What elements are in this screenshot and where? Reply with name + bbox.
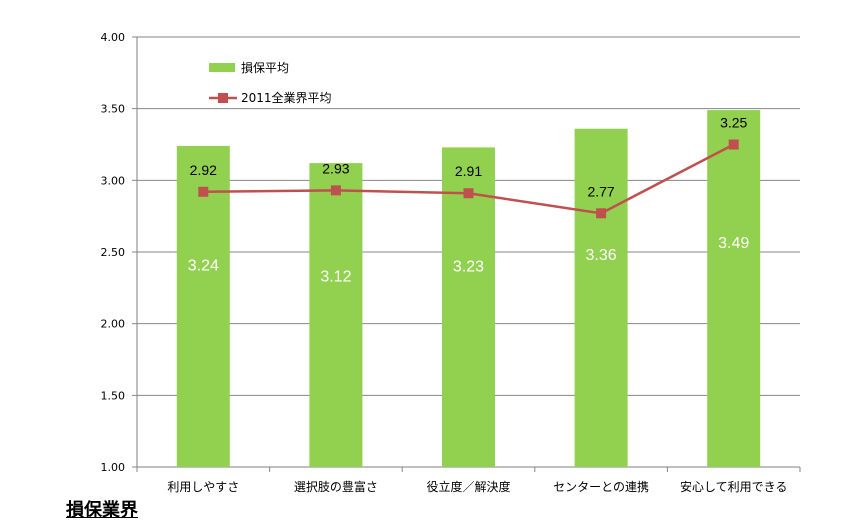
y-tick-label: 3.00 [101,174,126,187]
bar [176,145,230,467]
line-value-label: 2.93 [322,160,349,176]
x-category-label: センターとの連携 [553,479,649,494]
bar-value-label: 3.36 [586,247,617,264]
legend-label-bar: 損保平均 [241,60,289,75]
y-tick-label: 2.00 [101,318,126,331]
y-tick-label: 1.00 [101,461,126,474]
y-tick-label: 2.50 [101,246,126,259]
legend-swatch-marker [218,93,228,103]
line-marker [728,139,739,150]
line-marker [463,188,474,199]
legend: 損保平均 2011全業界平均 [209,60,332,105]
y-tick-label: 3.50 [101,103,126,116]
bar [309,163,363,467]
bar [707,110,761,467]
bar-value-label: 3.49 [718,235,749,252]
line-marker [330,185,341,196]
x-category-label: 選択肢の豊富さ [294,479,378,494]
legend-label-line: 2011全業界平均 [241,90,332,105]
bar-value-label: 3.23 [453,259,484,276]
x-category-label: 利用しやすさ [167,480,239,494]
y-tick-label: 4.00 [101,31,126,44]
line-value-label: 2.92 [190,162,217,178]
bar-value-label: 3.12 [320,269,351,286]
line-series: 2.92 2.93 2.91 2.77 3.25 [190,115,748,219]
legend-swatch-bar [209,63,235,72]
line-marker [198,186,209,197]
line-value-label: 2.77 [587,183,614,199]
bar-value-label: 3.24 [188,258,219,275]
x-axis-ticks: 利用しやすさ 選択肢の豊富さ 役立度／解決度 センターとの連携 安心して利用できる [136,467,801,494]
x-category-label: 安心して利用できる [680,479,787,494]
line-value-label: 2.91 [455,163,482,179]
line-marker [596,208,607,219]
x-category-label: 役立度／解決度 [426,479,510,494]
bar [574,128,628,467]
y-axis-ticks: 1.00 1.50 2.00 2.50 3.00 3.50 4.00 [101,31,137,474]
y-tick-label: 1.50 [101,389,126,402]
footer-title: 損保業界 [66,500,138,521]
line-value-label: 3.25 [720,115,747,131]
bar [442,147,495,467]
bar-series: 3.24 3.12 3.23 3.36 3.49 [176,110,761,467]
